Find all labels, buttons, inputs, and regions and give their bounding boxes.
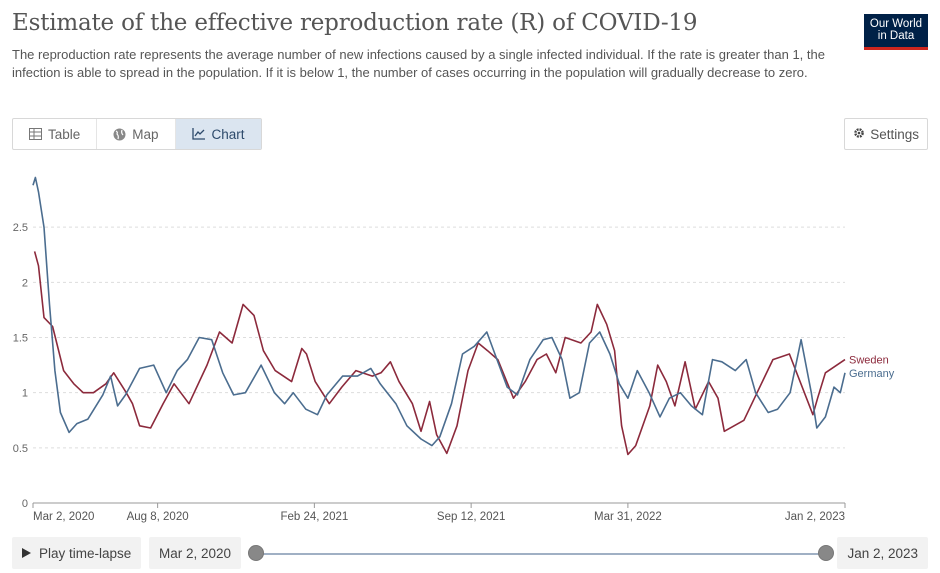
line-chart: 0 0.5 1 1.5 2 2.5 Mar 2, 2020 Aug 8, 2020 Feb 24… (13, 176, 895, 523)
start-date-display: Mar 2, 2020 (149, 537, 242, 569)
play-label: Play time-lapse (39, 545, 132, 561)
y-tick-label: 1.5 (13, 333, 28, 345)
view-tabs: Table Map Chart (12, 118, 262, 150)
tab-map[interactable]: Map (97, 119, 176, 149)
label-layer: 0 0.5 1 1.5 2 2.5 Mar 2, 2020 Aug 8, 2020 Feb 24… (13, 222, 895, 523)
x-tick-label: Mar 2, 2020 (33, 511, 94, 523)
x-tick-label: Feb 24, 2021 (280, 511, 348, 523)
line-chart-icon (191, 128, 206, 140)
series-line-sweden (33, 251, 846, 456)
x-tick-label: Mar 31, 2022 (594, 511, 662, 523)
tab-chart-label: Chart (211, 126, 245, 142)
timeline-slider-track[interactable] (256, 553, 826, 555)
play-icon (22, 546, 31, 561)
logo-line-2: in Data (877, 30, 915, 42)
y-tick-label: 2 (22, 277, 28, 289)
grid-layer (33, 226, 845, 449)
play-timelapse-button[interactable]: Play time-lapse (12, 537, 142, 569)
gear-icon (853, 127, 865, 142)
x-tick-label: Jan 2, 2023 (785, 511, 845, 523)
timeline-end-handle[interactable] (818, 545, 834, 561)
series-layer (32, 176, 846, 456)
y-tick-label: 0 (22, 498, 28, 510)
table-icon (29, 128, 42, 140)
tab-table[interactable]: Table (13, 119, 98, 149)
owid-logo[interactable]: Our World in Data (864, 14, 928, 50)
settings-label: Settings (870, 126, 919, 142)
series-line-germany (32, 176, 846, 447)
series-label-germany: Germany (849, 368, 895, 380)
x-tick-label: Sep 12, 2021 (437, 511, 505, 523)
x-tick-label: Aug 8, 2020 (127, 511, 189, 523)
end-date-display: Jan 2, 2023 (837, 537, 928, 569)
axis-layer (32, 502, 846, 508)
series-label-sweden: Sweden (849, 355, 889, 367)
y-tick-label: 2.5 (13, 222, 28, 234)
globe-icon (113, 128, 126, 141)
y-tick-label: 0.5 (13, 443, 28, 455)
tab-chart[interactable]: Chart (175, 119, 261, 149)
tab-table-label: Table (48, 126, 81, 142)
tab-map-label: Map (132, 126, 159, 142)
settings-button[interactable]: Settings (844, 118, 928, 150)
y-tick-label: 1 (22, 388, 28, 400)
page-subtitle: The reproduction rate represents the ave… (12, 47, 825, 80)
page-title: Estimate of the effective reproduction r… (12, 10, 698, 36)
logo-line-1: Our World (869, 18, 923, 30)
timeline-start-handle[interactable] (248, 545, 264, 561)
